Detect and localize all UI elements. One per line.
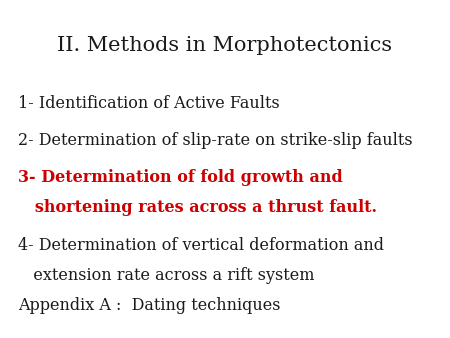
- Text: 1- Identification of Active Faults: 1- Identification of Active Faults: [18, 95, 280, 112]
- Text: extension rate across a rift system: extension rate across a rift system: [18, 267, 315, 284]
- Text: 3- Determination of fold growth and: 3- Determination of fold growth and: [18, 169, 343, 186]
- Text: Appendix A :  Dating techniques: Appendix A : Dating techniques: [18, 297, 280, 314]
- Text: 2- Determination of slip-rate on strike-slip faults: 2- Determination of slip-rate on strike-…: [18, 132, 413, 149]
- Text: 4- Determination of vertical deformation and: 4- Determination of vertical deformation…: [18, 237, 384, 254]
- Text: shortening rates across a thrust fault.: shortening rates across a thrust fault.: [18, 199, 377, 216]
- Text: II. Methods in Morphotectonics: II. Methods in Morphotectonics: [58, 36, 392, 55]
